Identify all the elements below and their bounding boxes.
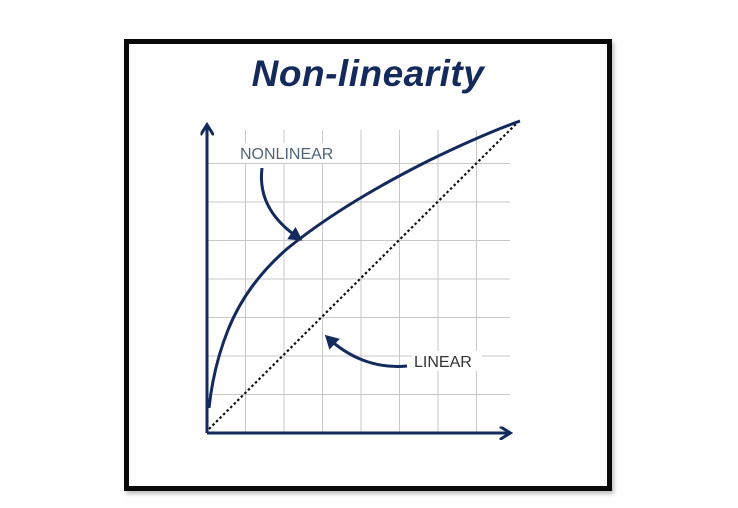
nonlinear-curve xyxy=(207,119,521,409)
nonlinear-label-bg xyxy=(238,143,348,163)
diagram-title: Non-linearity xyxy=(251,53,485,94)
linear-pointer-arrow xyxy=(324,334,408,368)
linear-label: LINEAR xyxy=(414,354,472,371)
diagram-frame xyxy=(124,39,612,491)
linear-line xyxy=(208,121,519,430)
nonlinear-pointer-arrow xyxy=(259,167,303,241)
linear-label-bg xyxy=(412,351,482,371)
nonlinear-label: NONLINEAR xyxy=(240,146,333,163)
